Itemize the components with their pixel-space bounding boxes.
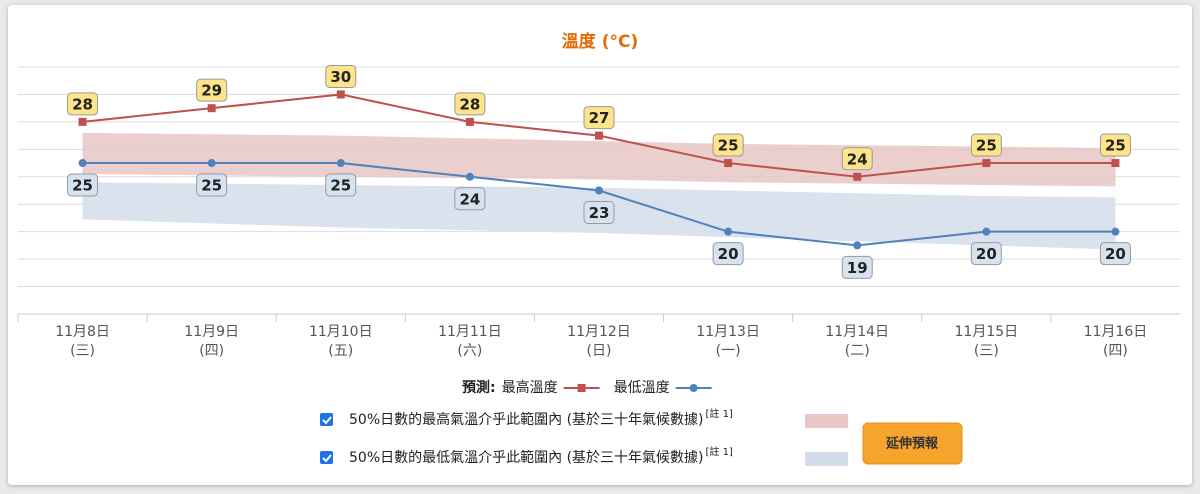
x-tick-label: 11月16日 — [1084, 324, 1148, 340]
data-point — [465, 172, 474, 181]
data-label-box — [970, 242, 1002, 266]
data-label: 24 — [847, 150, 868, 168]
x-tick-label: 11月10日 — [309, 324, 373, 340]
data-label-box — [196, 173, 228, 197]
x-tick-label: 11月9日 — [184, 324, 239, 340]
data-label: 19 — [847, 259, 868, 277]
checkbox[interactable] — [320, 413, 333, 426]
band-note: [註 1] — [706, 446, 733, 458]
band-note: [註 1] — [706, 408, 733, 420]
data-point — [336, 90, 345, 99]
legend: 預測: 最高溫度 最低溫度 — [462, 379, 712, 396]
data-point — [595, 131, 603, 140]
data-label-box — [583, 201, 615, 224]
checkbox-tick — [322, 454, 332, 463]
x-tick-label: 11月13日 — [696, 324, 760, 340]
data-point — [207, 159, 216, 168]
band-swatch — [805, 414, 848, 428]
data-point — [853, 241, 862, 250]
band-label: 50%日數的最高氣溫介乎此範圍內 (基於三十年氣候數據) — [349, 411, 704, 428]
data-label-box — [1099, 242, 1131, 266]
data-label-box — [1099, 133, 1131, 157]
data-label-box — [712, 242, 744, 266]
data-label: 29 — [201, 82, 222, 100]
x-tick-sublabel: (一) — [716, 343, 741, 359]
checkbox-tick — [322, 416, 332, 425]
data-point — [595, 186, 603, 195]
data-label-box — [583, 106, 615, 130]
data-label-box — [454, 92, 486, 116]
x-tick-sublabel: (三) — [70, 343, 95, 359]
data-label: 28 — [72, 95, 93, 113]
extended-forecast-button[interactable]: 延伸預報 — [862, 422, 963, 465]
range-band — [82, 132, 1116, 187]
data-label: 30 — [330, 68, 351, 86]
data-label: 20 — [718, 245, 739, 263]
data-label-box — [325, 173, 357, 197]
legend-marker — [577, 384, 586, 392]
data-point — [982, 159, 991, 168]
data-point — [1111, 227, 1120, 236]
band-swatch — [805, 452, 848, 466]
data-label: 25 — [718, 137, 739, 155]
x-tick-label: 11月11日 — [438, 324, 502, 340]
data-point — [336, 159, 345, 168]
x-tick-label: 11月12日 — [567, 324, 631, 340]
button-bg — [862, 422, 963, 465]
x-tick-sublabel: (二) — [845, 343, 870, 359]
x-tick-sublabel: (四) — [199, 343, 224, 359]
chart-title: 溫度 (°C) — [562, 31, 638, 52]
x-tick-sublabel: (四) — [1103, 343, 1128, 359]
checkbox[interactable] — [320, 451, 333, 464]
data-label: 25 — [330, 177, 351, 195]
data-label-box — [325, 64, 357, 88]
band-label: 50%日數的最低氣溫介乎此範圍內 (基於三十年氣候數據) — [349, 449, 704, 466]
data-label-box — [841, 255, 873, 279]
data-label: 25 — [201, 177, 222, 195]
legend-title: 預測: — [462, 379, 496, 396]
data-point — [78, 159, 87, 168]
x-tick-sublabel: (五) — [328, 343, 353, 359]
data-label-box — [970, 133, 1002, 157]
data-label: 28 — [459, 95, 480, 113]
data-point — [1111, 159, 1120, 168]
data-label: 25 — [72, 177, 93, 195]
data-label-box — [841, 147, 873, 171]
data-label: 24 — [459, 190, 480, 208]
data-label: 20 — [976, 245, 997, 263]
data-point — [724, 159, 733, 168]
data-label: 20 — [1105, 245, 1126, 263]
x-tick-label: 11月14日 — [825, 324, 889, 340]
data-label-box — [67, 173, 99, 197]
data-label-box — [196, 78, 228, 102]
band-toggle[interactable]: 50%日數的最高氣溫介乎此範圍內 (基於三十年氣候數據) [註 1] — [320, 408, 848, 428]
data-point — [207, 104, 216, 113]
data-label: 23 — [589, 204, 610, 222]
data-label-box — [454, 187, 486, 211]
legend-label: 最低溫度 — [614, 380, 670, 396]
legend-label: 最高溫度 — [502, 379, 558, 396]
data-point — [724, 227, 733, 236]
data-label-box — [67, 92, 99, 116]
data-label: 25 — [1105, 137, 1126, 155]
data-point — [465, 117, 474, 126]
legend-marker — [689, 384, 698, 392]
x-tick-sublabel: (六) — [457, 343, 482, 359]
data-point — [853, 172, 862, 181]
x-tick-label: 11月8日 — [55, 324, 110, 340]
data-label: 27 — [589, 109, 610, 127]
x-tick-label: 11月15日 — [955, 324, 1019, 340]
data-label-box — [712, 133, 744, 157]
x-tick-sublabel: (日) — [587, 343, 612, 359]
x-tick-sublabel: (三) — [974, 343, 999, 359]
data-point — [78, 117, 87, 126]
band-toggle[interactable]: 50%日數的最低氣溫介乎此範圍內 (基於三十年氣候數據) [註 1] — [320, 446, 848, 466]
button-label: 延伸預報 — [885, 436, 939, 452]
data-point — [982, 227, 991, 236]
data-label: 25 — [976, 137, 997, 155]
